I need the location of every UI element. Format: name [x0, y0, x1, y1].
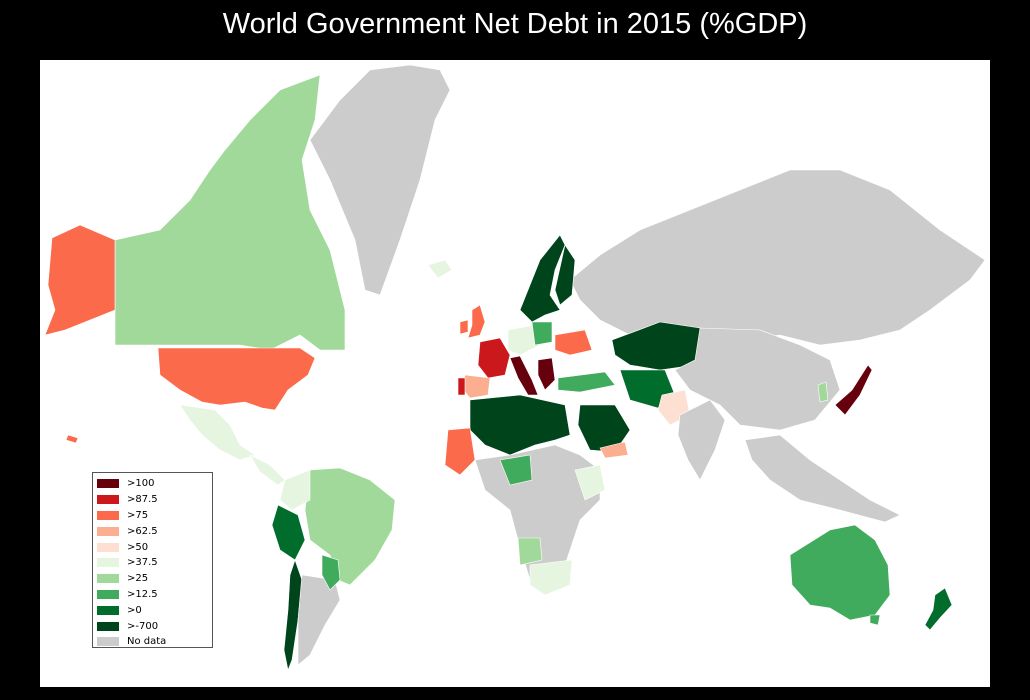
united-states[interactable] [157, 347, 316, 411]
central-america[interactable] [249, 454, 286, 486]
legend-label: >62.5 [127, 525, 158, 537]
colombia-venezuela[interactable] [279, 469, 311, 511]
east-africa[interactable] [574, 464, 606, 501]
hawaii[interactable] [65, 434, 79, 444]
north-africa[interactable] [469, 394, 571, 456]
united-kingdom[interactable] [467, 304, 486, 339]
legend-swatch [97, 479, 119, 489]
scandinavia[interactable] [519, 234, 566, 323]
legend-label: >75 [127, 509, 149, 521]
southeast-asia[interactable] [744, 434, 901, 523]
legend-swatch [97, 637, 119, 647]
mexico[interactable] [179, 404, 256, 461]
oman[interactable] [599, 441, 629, 459]
legend-swatch [97, 605, 119, 615]
ireland[interactable] [459, 319, 469, 335]
legend-label: >0 [127, 604, 142, 616]
legend-swatch [97, 495, 119, 505]
angola[interactable] [517, 537, 543, 566]
greece[interactable] [537, 357, 556, 391]
brazil[interactable] [304, 467, 396, 586]
legend-item: >12.5 [97, 587, 212, 603]
india[interactable] [677, 399, 726, 481]
legend-item: >75 [97, 508, 212, 524]
tasmania[interactable] [869, 614, 881, 626]
map-title: World Government Net Debt in 2015 (%GDP) [222, 8, 808, 40]
legend-swatch [97, 589, 119, 599]
south-korea[interactable] [817, 381, 829, 403]
map-legend: >100 >87.5 >75 >62.5 >50 >37.5 >25 >12.5 >0 >-700… [92, 472, 213, 648]
mauritania[interactable] [444, 427, 476, 476]
legend-label: >37.5 [127, 557, 158, 569]
legend-item: >0 [97, 602, 212, 618]
canada[interactable] [114, 74, 346, 351]
poland[interactable] [531, 321, 553, 346]
world-map [44, 64, 986, 672]
nigeria[interactable] [499, 454, 533, 486]
legend-item: >37.5 [97, 555, 212, 571]
legend-swatch [97, 526, 119, 536]
greenland[interactable] [309, 64, 451, 296]
central-europe[interactable] [507, 324, 541, 356]
legend-label: >25 [127, 573, 149, 585]
legend-label: >87.5 [127, 494, 158, 506]
spain[interactable] [461, 374, 491, 399]
legend-swatch [97, 542, 119, 552]
legend-swatch [97, 574, 119, 584]
peru[interactable] [271, 504, 306, 561]
legend-item: No data [97, 634, 212, 650]
legend-item: >50 [97, 539, 212, 555]
legend-item: >-700 [97, 618, 212, 634]
legend-swatch [97, 558, 119, 568]
alaska[interactable] [44, 224, 116, 336]
china[interactable] [674, 327, 841, 431]
japan[interactable] [834, 364, 873, 416]
legend-item: >87.5 [97, 492, 212, 508]
south-africa[interactable] [529, 559, 573, 596]
legend-swatch [97, 510, 119, 520]
legend-label: >50 [127, 541, 149, 553]
legend-label: >12.5 [127, 588, 158, 600]
iceland[interactable] [427, 259, 453, 279]
turkey[interactable] [557, 371, 616, 393]
australia[interactable] [789, 524, 891, 621]
sub-saharan-africa[interactable] [474, 444, 601, 581]
argentina[interactable] [297, 574, 341, 666]
legend-label: >-700 [127, 620, 159, 632]
legend-label: >100 [127, 478, 155, 490]
legend-swatch [97, 621, 119, 631]
legend-label: No data [127, 636, 167, 648]
italy[interactable] [509, 355, 539, 396]
new-zealand[interactable] [924, 587, 953, 631]
ukraine[interactable] [554, 329, 593, 356]
legend-item: >62.5 [97, 523, 212, 539]
map-frame: >100 >87.5 >75 >62.5 >50 >37.5 >25 >12.5 >0 >-700… [40, 60, 990, 687]
portugal[interactable] [457, 377, 466, 396]
legend-item: >100 [97, 476, 212, 492]
legend-item: >25 [97, 571, 212, 587]
finland[interactable] [554, 244, 576, 306]
paraguay[interactable] [321, 554, 341, 591]
russia[interactable] [569, 169, 986, 346]
france[interactable] [477, 337, 511, 379]
